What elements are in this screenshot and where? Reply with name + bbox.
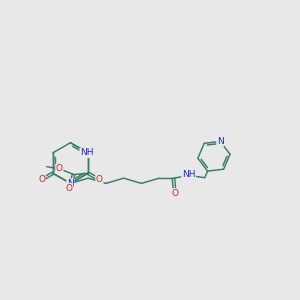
Text: N: N [67,179,74,188]
Text: O: O [96,175,103,184]
Text: N: N [217,137,224,146]
Text: O: O [56,164,63,173]
Text: O: O [38,175,45,184]
Text: NH: NH [182,170,195,179]
Text: O: O [65,184,73,193]
Text: NH: NH [80,148,94,158]
Text: O: O [171,189,178,198]
